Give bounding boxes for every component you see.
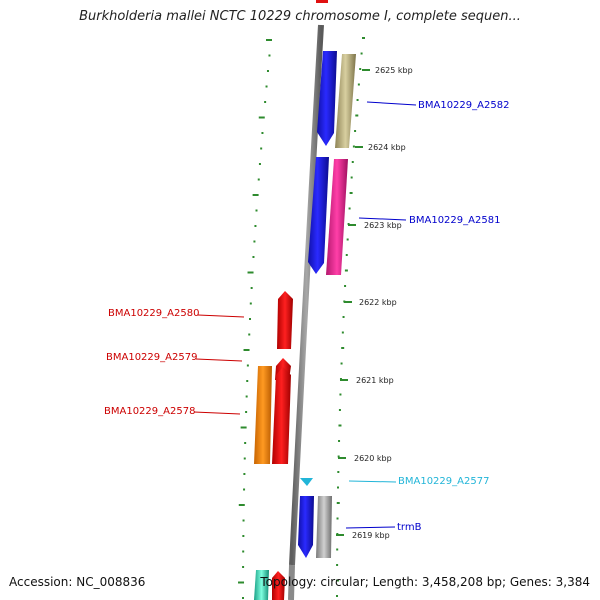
gene-label-a2578[interactable]: BMA10229_A2578 [104,406,195,417]
gene-label-a2577[interactable]: BMA10229_A2577 [398,476,489,487]
scale-tick-label: 2625 kbp [375,66,413,75]
gene-arrow-khaki-1 [335,54,356,148]
label-leader-a2577 [348,480,397,483]
scale-tick-label: 2619 kbp [352,531,390,540]
scale-tick-label: 2623 kbp [364,221,402,230]
gene-arrow-clipped-top [316,0,328,3]
kbp-scale-labels: 2625 kbp 2624 kbp 2623 kbp 2622 kbp 2621… [336,66,413,540]
gene-label-a2580[interactable]: BMA10229_A2580 [108,308,199,319]
gene-label-a2579[interactable]: BMA10229_A2579 [106,352,197,363]
accession-text: Accession: NC_008836 [9,575,146,589]
scale-tick-label: 2620 kbp [354,454,392,463]
label-leader-a2579 [195,358,243,362]
gene-arrow-blue-trmb [298,496,314,558]
label-leader-a2581 [358,217,407,221]
gene-label-trmb[interactable]: trmB [397,522,422,533]
map-title: Burkholderia mallei NCTC 10229 chromosom… [79,9,521,24]
genome-summary-text: Topology: circular; Length: 3,458,208 bp… [260,575,590,589]
gene-arrow-teal-clipped [254,570,269,600]
gene-arrow-gray-1 [316,496,332,558]
gene-arrow-red-clipped [272,571,285,600]
label-leader-a2582 [366,101,417,106]
chromosome-backbone-continuation [288,564,295,600]
gene-label-a2582[interactable]: BMA10229_A2582 [418,100,509,111]
trna-marker [300,478,313,486]
scale-tick-label: 2622 kbp [359,298,397,307]
gene-arrow-orange-1 [254,366,272,464]
chromosome-backbone [289,24,324,566]
inner-ruler-ticks [238,39,272,599]
gene-arrow-blue-2 [308,157,329,274]
gene-labels: BMA10229_A2582 BMA10229_A2581 BMA10229_A… [104,100,509,533]
gene-arrow-blue-1 [317,51,337,146]
label-leader-a2580 [197,314,245,318]
gene-arrow-pink-1 [326,159,348,275]
label-leader-trmb [345,526,396,529]
gene-label-a2581[interactable]: BMA10229_A2581 [409,215,500,226]
scale-tick-label: 2621 kbp [356,376,394,385]
gene-arrow-red-a2578 [272,367,291,464]
gene-arrow-red-a2580 [277,291,293,349]
label-leader-a2578 [193,411,241,415]
scale-tick-label: 2624 kbp [368,143,406,152]
